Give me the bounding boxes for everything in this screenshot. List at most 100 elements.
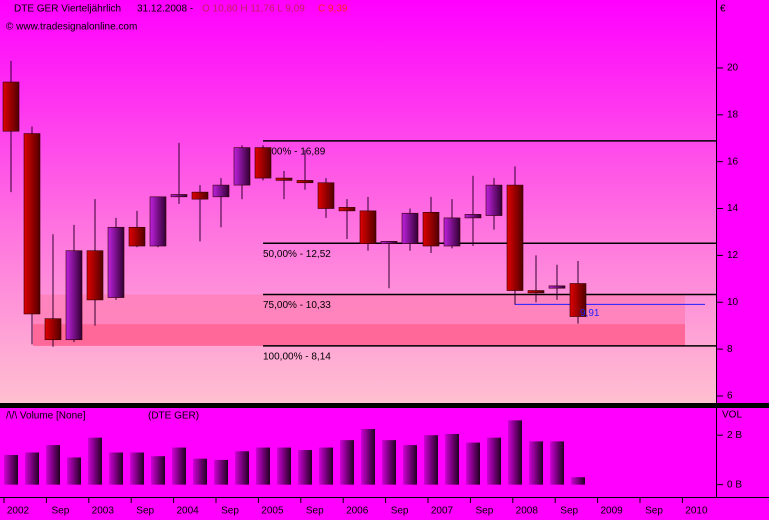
volume-bar: [256, 447, 270, 485]
candle-body: [548, 285, 566, 289]
fib-zone: [33, 324, 685, 346]
x-tick-label: Sep: [136, 506, 154, 517]
volume-bar: [193, 458, 207, 485]
x-tick-label: Sep: [391, 506, 409, 517]
x-tick-label: Sep: [476, 506, 494, 517]
candle-body: [275, 177, 293, 181]
volume-bar: [25, 452, 39, 485]
volume-bar: [487, 437, 501, 485]
x-tick-label: 2010: [685, 506, 708, 517]
fib-label: 100,00% - 8,14: [263, 351, 331, 362]
fib-label: 50,00% - 12,52: [263, 249, 331, 260]
candle-body: [2, 81, 20, 132]
header-title: DTE GER Vierteljährlich: [14, 4, 121, 15]
x-tick-label: Sep: [560, 506, 578, 517]
separator: [716, 0, 717, 497]
candle-body: [254, 147, 272, 179]
candle-body: [443, 217, 461, 247]
candle-body: [527, 290, 545, 294]
volume-bar: [529, 441, 543, 485]
volume-bar: [319, 447, 333, 485]
volume-bar: [466, 442, 480, 485]
volume-bar: [151, 456, 165, 485]
x-tick-label: 2006: [346, 506, 369, 517]
x-tick-label: Sep: [221, 506, 239, 517]
candle-body: [485, 184, 503, 216]
separator: [0, 497, 769, 498]
volume-bar: [382, 440, 396, 485]
candle-body: [464, 214, 482, 219]
x-tick-label: Sep: [645, 506, 663, 517]
y-tick-label: 12: [727, 250, 739, 261]
y-tick-label: 0 B: [727, 479, 742, 490]
volume-bar: [361, 429, 375, 485]
volume-bar: [403, 445, 417, 485]
volume-subtitle: (DTE GER): [148, 411, 199, 422]
candle-body: [107, 226, 125, 298]
candle-body: [212, 184, 230, 198]
candle-body: [401, 212, 419, 244]
candle-body: [128, 226, 146, 247]
axis-label: €: [720, 4, 726, 15]
candle-body: [233, 147, 251, 186]
x-tick-label: 2009: [600, 506, 623, 517]
y-tick-label: 16: [727, 156, 739, 167]
candle-body: [65, 250, 83, 341]
volume-bar: [214, 459, 228, 485]
candle-body: [149, 196, 167, 247]
volume-bar: [550, 441, 564, 485]
y-tick-label: 6: [727, 391, 733, 402]
volume-bar: [88, 437, 102, 485]
volume-bar: [277, 447, 291, 485]
separator: [0, 403, 769, 408]
volume-bar: [298, 450, 312, 485]
candle-body: [296, 180, 314, 184]
volume-bar: [424, 435, 438, 485]
x-tick-label: 2004: [176, 506, 199, 517]
x-tick-label: 2002: [7, 506, 30, 517]
y-tick-label: 2 B: [727, 430, 742, 441]
y-tick-label: 8: [727, 344, 733, 355]
x-tick-label: Sep: [52, 506, 70, 517]
candle-body: [380, 241, 398, 244]
header-ohl: O 10,80 H 11,76 L 9,09: [202, 4, 305, 15]
fib-label: 0,00% - 16,89: [263, 146, 326, 157]
volume-bar: [508, 420, 522, 485]
candle-body: [23, 133, 41, 315]
candle-body: [506, 184, 524, 291]
volume-bar: [4, 454, 18, 485]
volume-title: /\/\ Volume [None]: [6, 411, 86, 422]
website: © www.tradesignalonline.com: [6, 22, 137, 33]
volume-bar: [235, 451, 249, 485]
x-tick-label: 2007: [431, 506, 454, 517]
y-tick-label: 20: [727, 63, 739, 74]
header-date: 31.12.2008 -: [137, 4, 193, 15]
candle-body: [86, 250, 104, 301]
x-tick-label: 2008: [516, 506, 539, 517]
candle-body: [191, 191, 209, 200]
volume-bar: [67, 457, 81, 485]
candle-body: [338, 207, 356, 212]
volume-bar: [46, 445, 60, 485]
y-tick-label: 14: [727, 203, 739, 214]
x-tick-label: Sep: [306, 506, 324, 517]
candle-body: [170, 194, 188, 198]
volume-bar: [445, 433, 459, 485]
volume-bar: [571, 477, 585, 485]
volume-bar: [172, 447, 186, 485]
volume-bar: [109, 452, 123, 485]
volume-bar: [130, 452, 144, 485]
y-tick-label: 10: [727, 297, 739, 308]
fib-label: 75,00% - 10,33: [263, 300, 331, 311]
candle-body: [359, 210, 377, 244]
volume-axis-label: VOL: [722, 410, 742, 421]
candle-body: [317, 182, 335, 209]
volume-bar: [340, 440, 354, 485]
candle-body: [422, 211, 440, 247]
header-close: C 9,39: [318, 4, 348, 15]
candle-body: [569, 283, 587, 317]
x-tick-label: 2003: [92, 506, 115, 517]
marker-label: 9,91: [580, 308, 600, 319]
